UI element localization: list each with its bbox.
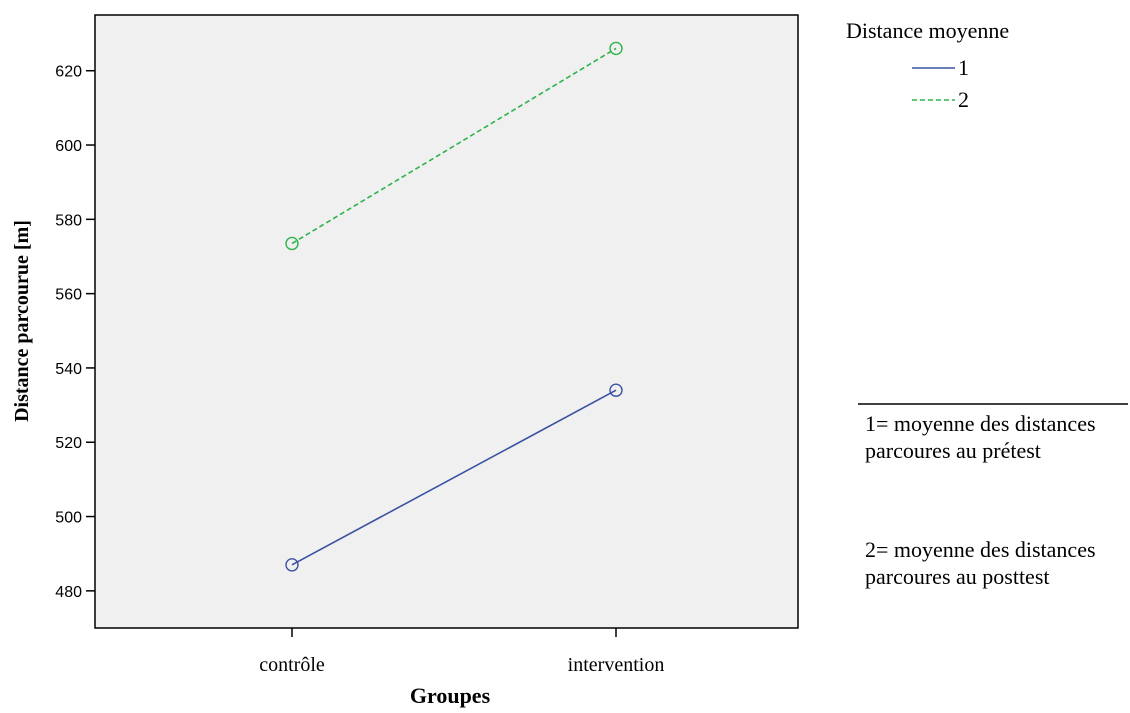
y-tick-label: 520 bbox=[55, 435, 82, 452]
series-1-line bbox=[291, 389, 617, 566]
series-2-point bbox=[609, 41, 623, 56]
y-tick-label: 500 bbox=[55, 510, 82, 527]
y-tick-label: 580 bbox=[55, 212, 82, 229]
note-pretest: 1= moyenne des distances parcoures au pr… bbox=[865, 411, 1096, 463]
legend-label: 1 bbox=[958, 55, 969, 80]
x-tick-label: contrôle bbox=[259, 654, 325, 676]
y-tick-label: 540 bbox=[55, 361, 82, 378]
x-axis-label: Groupes bbox=[410, 683, 491, 708]
series-1-point bbox=[285, 558, 299, 572]
y-tick-label: 620 bbox=[55, 64, 82, 81]
series-2-line bbox=[291, 47, 617, 245]
legend: Distance moyenne 1 2 bbox=[846, 18, 1009, 112]
note-posttest: 2= moyenne des distances parcoures au po… bbox=[865, 537, 1096, 589]
series-1-point bbox=[609, 383, 623, 397]
legend-label: 2 bbox=[958, 87, 969, 112]
y-tick-label: 480 bbox=[55, 584, 82, 601]
y-tick-label: 560 bbox=[55, 287, 82, 304]
y-axis: 480 500 520 540 560 580 600 620 bbox=[55, 64, 95, 601]
y-tick-label: 600 bbox=[55, 138, 82, 155]
legend-title: Distance moyenne bbox=[846, 18, 1009, 43]
y-axis-label: Distance parcourue [m] bbox=[11, 220, 33, 422]
x-axis: contrôle intervention bbox=[259, 628, 664, 676]
series-layer bbox=[285, 41, 623, 572]
plot-area bbox=[94, 14, 799, 629]
series-2-point bbox=[285, 236, 299, 251]
x-tick-label: intervention bbox=[568, 654, 665, 676]
